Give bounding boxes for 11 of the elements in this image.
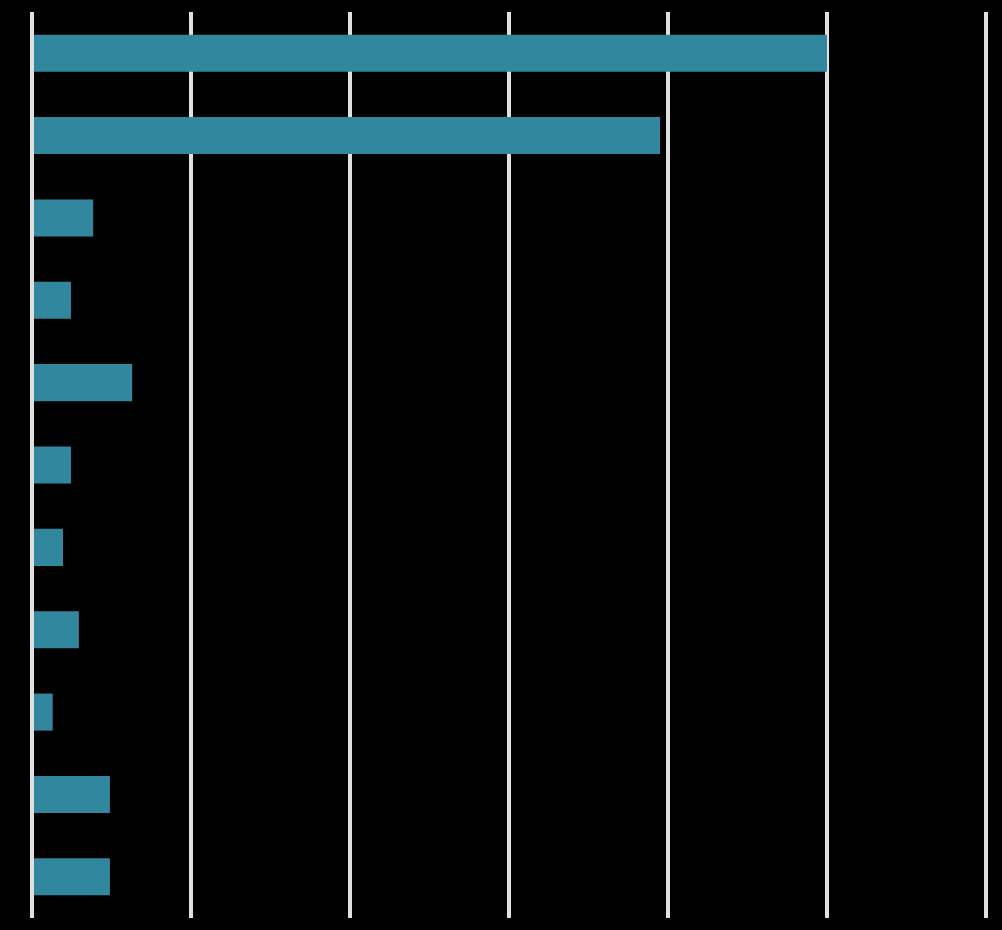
bar <box>34 446 71 484</box>
bar <box>34 528 64 566</box>
bar <box>34 117 661 155</box>
bar <box>34 34 827 72</box>
bar <box>34 858 110 896</box>
bar <box>34 611 79 649</box>
bar <box>34 775 110 813</box>
bar <box>34 199 94 237</box>
bar <box>34 364 133 402</box>
bar <box>34 693 53 731</box>
bar <box>34 281 71 319</box>
